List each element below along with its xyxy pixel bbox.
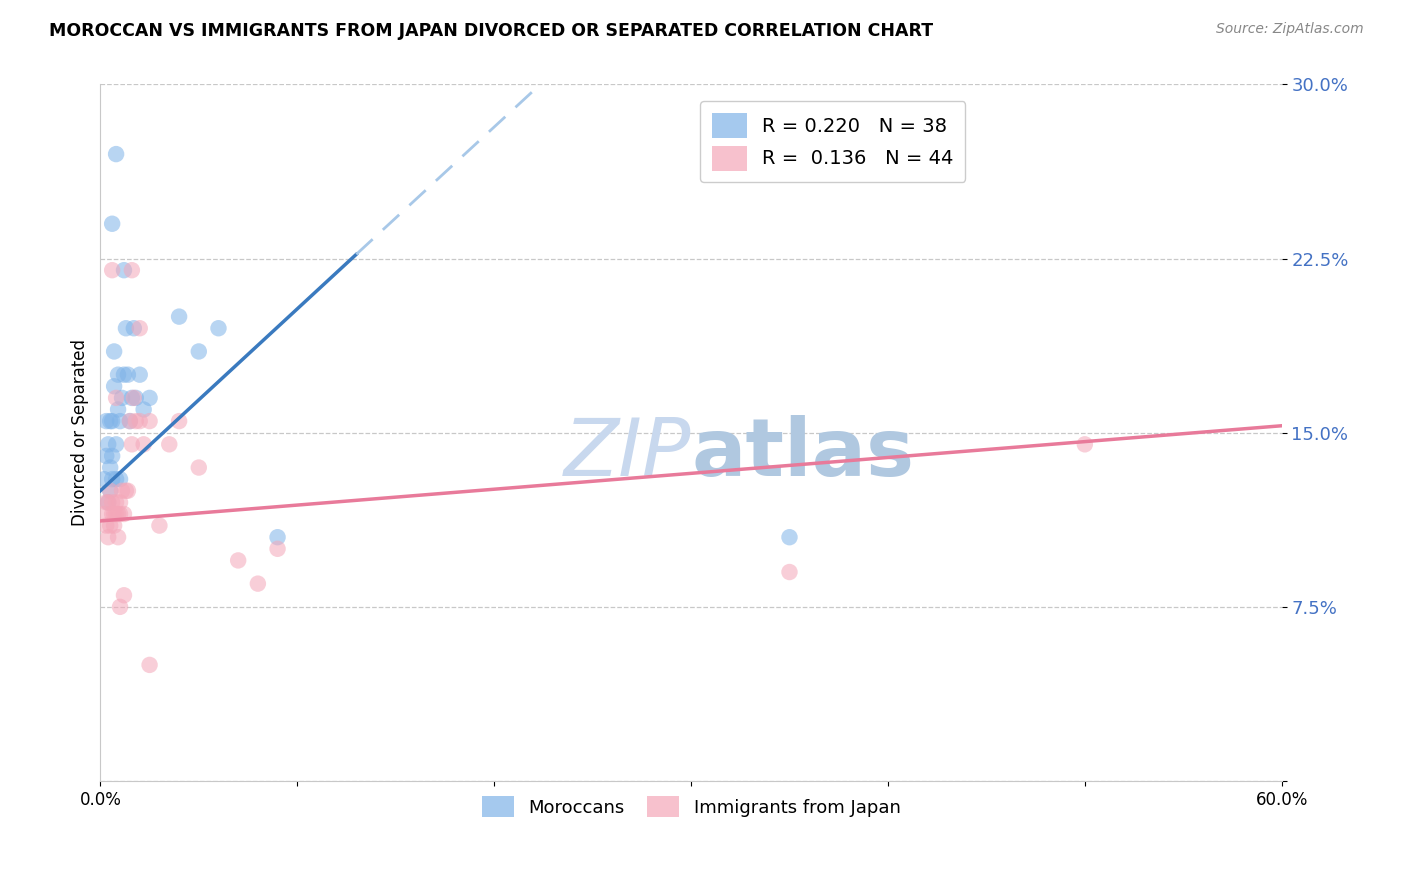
Point: [105, 147, 128, 161]
Text: ZIP: ZIP: [564, 415, 690, 492]
Point: [187, 460, 209, 475]
Point: [118, 414, 141, 428]
Point: [132, 437, 155, 451]
Point: [121, 437, 143, 451]
Point: [105, 495, 128, 509]
Legend: Moroccans, Immigrants from Japan: Moroccans, Immigrants from Japan: [474, 789, 908, 824]
Point: [167, 310, 190, 324]
Point: [266, 541, 288, 556]
Point: [128, 321, 150, 335]
Text: atlas: atlas: [690, 415, 914, 492]
Point: [128, 414, 150, 428]
Point: [246, 576, 269, 591]
Point: [98, 414, 121, 428]
Point: [98, 483, 121, 498]
Point: [108, 472, 131, 486]
Point: [105, 391, 128, 405]
Point: [1074, 437, 1097, 451]
Point: [207, 321, 229, 335]
Point: [103, 518, 125, 533]
Point: [105, 437, 128, 451]
Point: [108, 414, 131, 428]
Point: [105, 472, 128, 486]
Point: [115, 321, 138, 335]
Point: [108, 507, 131, 521]
Point: [103, 344, 125, 359]
Point: [96, 495, 118, 509]
Point: [167, 414, 190, 428]
Point: [98, 460, 121, 475]
Point: [112, 588, 135, 602]
Point: [97, 437, 120, 451]
Point: [779, 530, 801, 544]
Point: [112, 507, 135, 521]
Point: [112, 368, 135, 382]
Point: [97, 495, 120, 509]
Point: [125, 414, 148, 428]
Point: [96, 518, 118, 533]
Point: [187, 344, 209, 359]
Point: [103, 379, 125, 393]
Point: [97, 530, 120, 544]
Point: [266, 530, 288, 544]
Point: [107, 530, 129, 544]
Point: [122, 321, 145, 335]
Point: [101, 449, 124, 463]
Point: [111, 391, 134, 405]
Point: [101, 414, 124, 428]
Point: [148, 518, 170, 533]
Y-axis label: Divorced or Separated: Divorced or Separated: [72, 339, 89, 526]
Point: [101, 507, 124, 521]
Point: [107, 368, 129, 382]
Point: [96, 449, 118, 463]
Point: [97, 495, 120, 509]
Point: [118, 414, 141, 428]
Point: [138, 414, 160, 428]
Point: [107, 402, 129, 417]
Point: [96, 414, 118, 428]
Point: [138, 657, 160, 672]
Point: [98, 518, 121, 533]
Point: [103, 507, 125, 521]
Point: [122, 391, 145, 405]
Point: [132, 402, 155, 417]
Point: [105, 507, 128, 521]
Point: [779, 565, 801, 579]
Text: Source: ZipAtlas.com: Source: ZipAtlas.com: [1216, 22, 1364, 37]
Point: [125, 391, 148, 405]
Point: [128, 368, 150, 382]
Point: [108, 495, 131, 509]
Point: [101, 495, 124, 509]
Point: [115, 483, 138, 498]
Point: [111, 483, 134, 498]
Point: [138, 391, 160, 405]
Point: [101, 217, 124, 231]
Text: MOROCCAN VS IMMIGRANTS FROM JAPAN DIVORCED OR SEPARATED CORRELATION CHART: MOROCCAN VS IMMIGRANTS FROM JAPAN DIVORC…: [49, 22, 934, 40]
Point: [93, 507, 115, 521]
Point: [121, 391, 143, 405]
Point: [117, 368, 139, 382]
Point: [101, 263, 124, 277]
Point: [98, 483, 121, 498]
Point: [226, 553, 249, 567]
Point: [107, 507, 129, 521]
Point: [101, 472, 124, 486]
Point: [108, 599, 131, 614]
Point: [121, 263, 143, 277]
Point: [112, 263, 135, 277]
Point: [157, 437, 180, 451]
Point: [93, 472, 115, 486]
Point: [117, 483, 139, 498]
